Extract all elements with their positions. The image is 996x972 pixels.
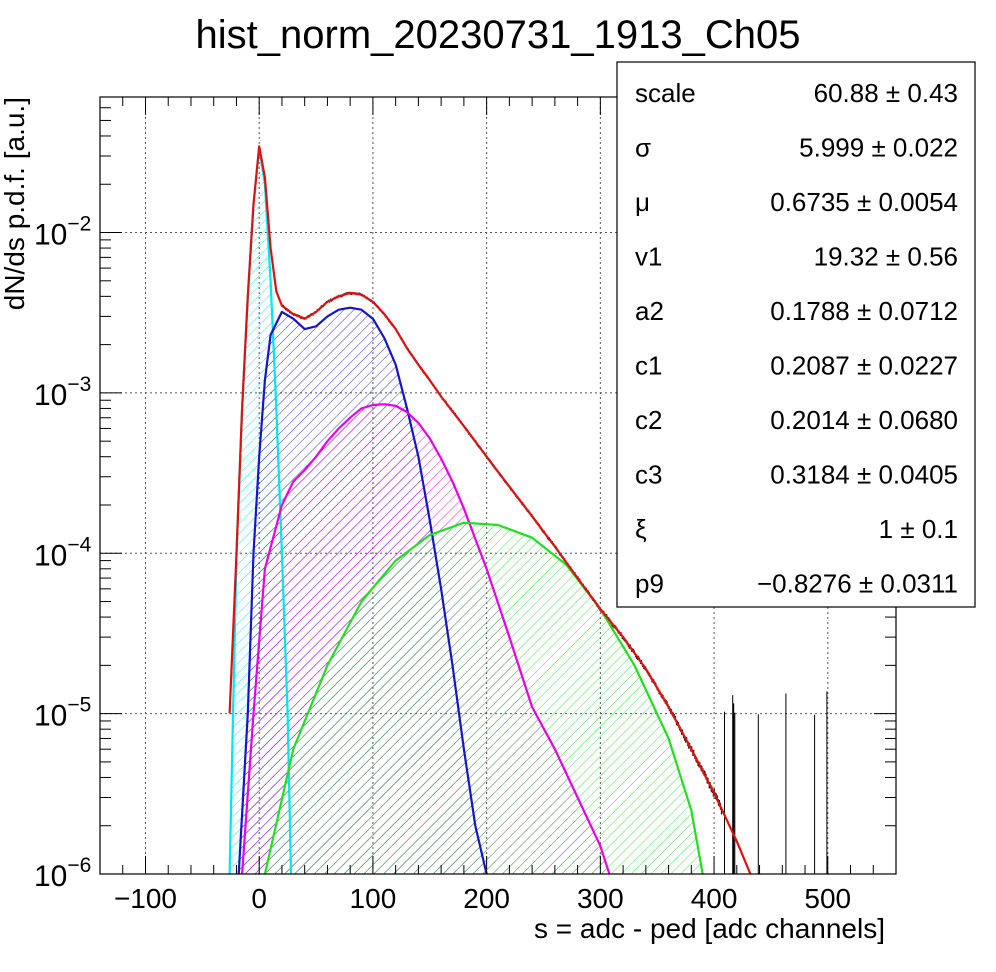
stats-row-value: 60.88 ± 0.43 bbox=[814, 78, 958, 108]
stats-box-frame bbox=[616, 61, 976, 608]
fit-curve bbox=[241, 403, 611, 874]
x-tick-label: 400 bbox=[691, 883, 738, 914]
stats-row-value: 0.6735 ± 0.0054 bbox=[770, 187, 958, 217]
x-tick-label: 300 bbox=[577, 883, 624, 914]
chart-title: hist_norm_20230731_1913_Ch05 bbox=[196, 13, 801, 57]
stats-row-label: p9 bbox=[635, 569, 664, 599]
y-tick-label: 10−5 bbox=[34, 694, 91, 733]
stats-row-label: scale bbox=[635, 78, 696, 108]
stats-row-label: ξ bbox=[635, 514, 647, 544]
x-axis-ticks: −100 0 100 200 300 400 500 bbox=[99, 97, 897, 914]
y-tick-label: 10−3 bbox=[34, 373, 91, 412]
stats-row-value: 0.3184 ± 0.0405 bbox=[770, 460, 958, 490]
y-tick-label: 10−2 bbox=[34, 213, 91, 252]
stats-row-value: 0.2014 ± 0.0680 bbox=[770, 405, 958, 435]
fit-curve bbox=[228, 145, 752, 874]
stats-row-value: −0.8276 ± 0.0311 bbox=[757, 569, 958, 599]
x-tick-label: 0 bbox=[251, 883, 267, 914]
stats-row-label: c1 bbox=[635, 351, 662, 381]
fit-curve bbox=[237, 306, 488, 874]
stats-row-label: μ bbox=[635, 187, 650, 217]
x-tick-label: 200 bbox=[463, 883, 510, 914]
y-tick-label: 10−4 bbox=[34, 533, 92, 572]
stats-row-label: a2 bbox=[635, 296, 664, 326]
x-tick-label: −100 bbox=[114, 883, 177, 914]
fit-curves bbox=[228, 145, 752, 874]
y-tick-label: 10−6 bbox=[34, 854, 91, 893]
stats-row-label: σ bbox=[635, 133, 651, 163]
stats-row-value: 5.999 ± 0.022 bbox=[799, 133, 958, 163]
stats-row-label: c2 bbox=[635, 405, 662, 435]
stats-row-value: 1 ± 0.1 bbox=[879, 514, 958, 544]
x-axis-label: s = adc - ped [adc channels] bbox=[534, 913, 885, 944]
stats-row-value: 0.1788 ± 0.0712 bbox=[770, 296, 958, 326]
x-tick-label: 100 bbox=[350, 883, 397, 914]
fit-parameters-box: scale 60.88 ± 0.43 σ 5.999 ± 0.022 μ 0.6735 ±… bbox=[616, 61, 976, 608]
y-axis-label: dN/ds p.d.f. [a.u.] bbox=[0, 97, 30, 310]
stats-row-label: v1 bbox=[635, 242, 662, 272]
stats-row-value: 19.32 ± 0.56 bbox=[814, 242, 958, 272]
x-tick-label: 500 bbox=[804, 883, 851, 914]
stats-row-value: 0.2087 ± 0.0227 bbox=[770, 351, 958, 381]
stats-row-label: c3 bbox=[635, 460, 662, 490]
fit-curve bbox=[263, 521, 704, 874]
fit-component-fill bbox=[264, 522, 703, 874]
